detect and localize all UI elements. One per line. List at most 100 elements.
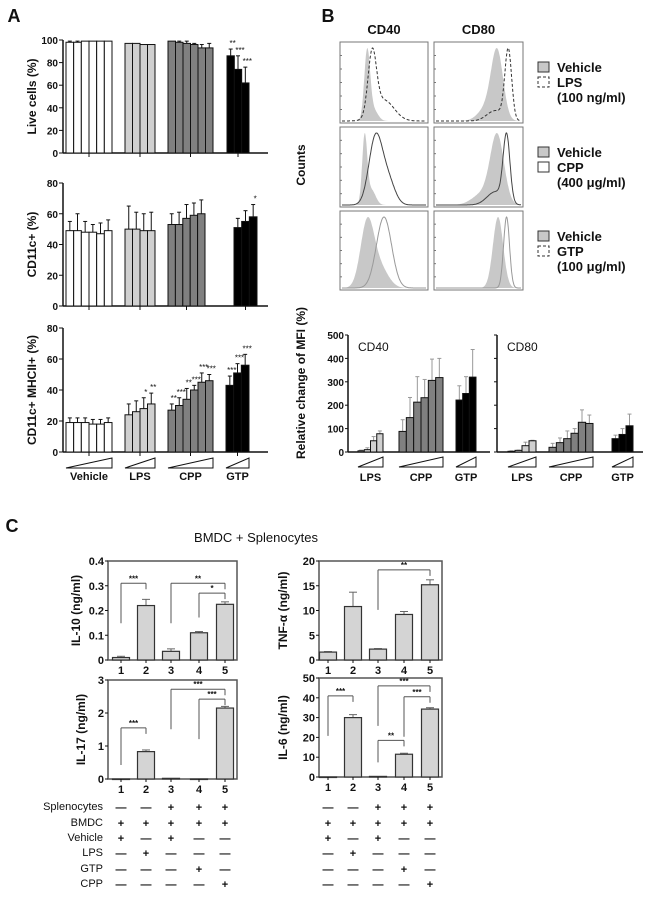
condition-cell: — [373, 864, 384, 876]
y-tick-label: 20 [47, 417, 59, 428]
significance-stars: * [210, 584, 214, 593]
condition-cell: + [168, 818, 174, 830]
x-tick-label: 3 [168, 665, 174, 677]
condition-cell: + [168, 802, 174, 814]
y-tick-label: 200 [327, 401, 344, 412]
y-tick-label: 300 [327, 378, 344, 389]
bar [563, 438, 572, 453]
condition-cell: — [194, 848, 205, 860]
bar [521, 445, 530, 453]
significance-stars: ** [230, 39, 236, 48]
bar [96, 233, 105, 307]
bar [398, 430, 407, 453]
histogram-vehicle [342, 217, 426, 288]
condition-cell: + [222, 818, 228, 830]
bar [548, 446, 557, 453]
y-axis-label: IL-17 (ng/ml) [74, 694, 88, 765]
bar [233, 372, 242, 453]
y-tick-label: 0 [98, 774, 104, 786]
condition-cell: — [323, 864, 334, 876]
condition-cell: + [222, 802, 228, 814]
bar [394, 753, 414, 778]
significance-stars: *** [193, 680, 203, 689]
y-tick-label: 40 [47, 386, 59, 397]
legend-swatch-outline-icon [537, 76, 550, 88]
bar [103, 230, 113, 307]
bar [189, 214, 199, 307]
y-tick-label: 0 [309, 772, 315, 784]
condition-cell: + [168, 833, 174, 845]
x-tick-label: 1 [325, 782, 331, 794]
condition-cell: — [220, 848, 231, 860]
histogram-treatment [436, 47, 521, 122]
x-tick-label: 5 [427, 665, 433, 677]
condition-cell: + [196, 864, 202, 876]
histogram-treatment [342, 216, 426, 289]
legend-concentration: (100 μg/ml) [557, 259, 626, 274]
y-tick-label: 20 [47, 126, 59, 137]
bar [368, 648, 388, 661]
condition-cell: — [166, 879, 177, 891]
significance-stars: ** [171, 394, 177, 403]
condition-cell: — [220, 833, 231, 845]
bar [241, 220, 250, 307]
x-tick-label: 2 [350, 665, 356, 677]
condition-cell: — [399, 879, 410, 891]
y-tick-label: 0 [338, 448, 344, 459]
y-tick-label: 0 [309, 655, 315, 667]
condition-cell: + [375, 818, 381, 830]
histogram-treatment [436, 216, 521, 289]
y-tick-label: 0 [52, 302, 58, 313]
legend-label: Vehicle [557, 229, 602, 244]
bar [111, 656, 131, 661]
condition-cell: — [425, 848, 436, 860]
condition-cell: — [348, 864, 359, 876]
significance-stars: *** [207, 365, 216, 374]
y-tick-label: 20 [303, 556, 315, 568]
histogram-vehicle [436, 48, 521, 121]
bar [555, 442, 565, 453]
bar [343, 605, 363, 661]
condition-cell: — [425, 864, 436, 876]
bar [248, 216, 258, 307]
y-tick-label: 0.3 [89, 581, 104, 593]
y-tick-label: 15 [303, 581, 315, 593]
x-tick-label: 3 [375, 665, 381, 677]
y-axis-label: Relative change of MFI (%) [294, 307, 308, 459]
group-label: Vehicle [70, 471, 108, 483]
condition-cell: + [222, 879, 228, 891]
significance-stars: *** [192, 375, 201, 384]
bar [394, 613, 414, 661]
bar [455, 399, 464, 453]
bar [420, 708, 440, 778]
bar [363, 449, 371, 453]
significance-stars: * [254, 195, 257, 204]
bar [147, 403, 156, 453]
y-tick-label: 10 [303, 606, 315, 618]
bar [585, 422, 594, 453]
y-axis-label: CD11c+ (%) [25, 212, 39, 278]
x-tick-label: 2 [350, 782, 356, 794]
condition-cell: — [220, 864, 231, 876]
dose-triangle-icon [507, 456, 537, 468]
x-tick-label: 4 [196, 784, 203, 796]
column-header: CD80 [462, 22, 495, 37]
significance-stars: *** [412, 688, 422, 697]
condition-cell: — [141, 802, 152, 814]
y-axis-label: IL-6 (ng/ml) [276, 695, 290, 760]
bar [167, 409, 176, 453]
condition-cell: + [143, 818, 149, 830]
x-tick-label: 3 [375, 782, 381, 794]
bar [73, 230, 82, 307]
x-tick-label: 5 [427, 782, 433, 794]
bar [124, 228, 133, 307]
bar [175, 41, 184, 154]
bar [96, 40, 105, 154]
condition-row-label: LPS [82, 847, 103, 859]
significance-stars: ** [186, 378, 192, 387]
significance-stars: *** [235, 354, 244, 363]
condition-cell: — [116, 864, 127, 876]
x-tick-label: 1 [325, 665, 331, 677]
bar [174, 224, 184, 307]
dose-triangle-icon [548, 456, 594, 468]
